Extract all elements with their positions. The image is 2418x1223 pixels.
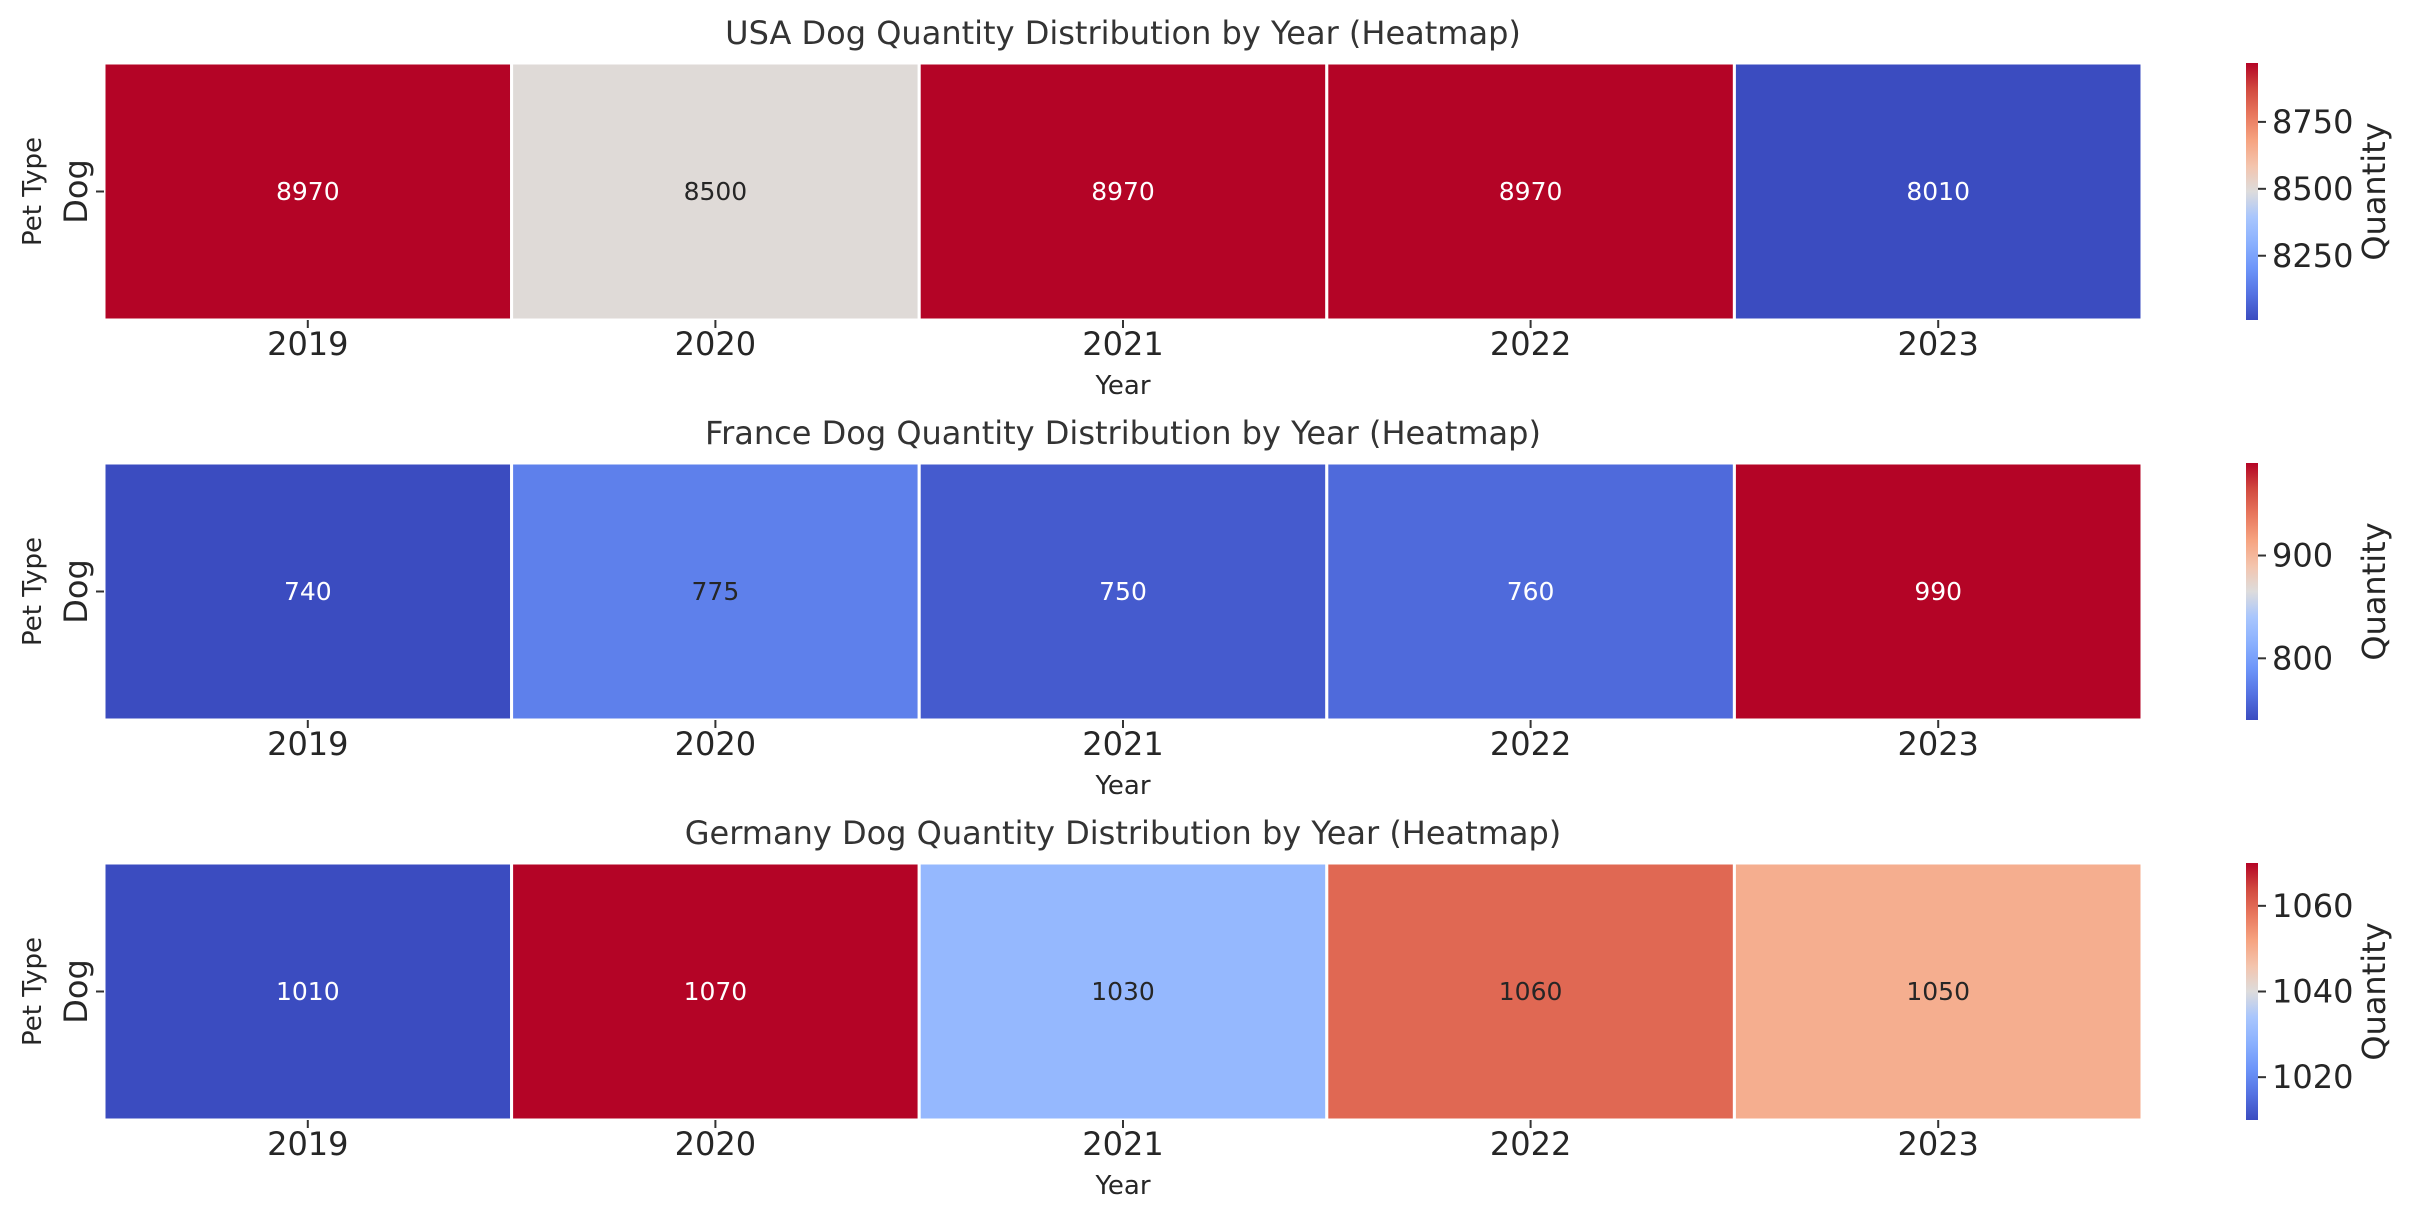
x-tick-label: 2022 [1490,325,1571,363]
x-axis-label: Year [1094,371,1150,401]
colorbar [2246,463,2258,720]
cell-value-label: 750 [1099,577,1147,606]
colorbar-tick-label: 8250 [2272,237,2353,275]
heatmap-panel-1: USA Dog Quantity Distribution by Year (H… [18,14,2393,401]
heatmap-cell [1732,461,2144,722]
chart-title: Germany Dog Quantity Distribution by Yea… [685,814,1562,852]
colorbar-label: Quantity [2355,122,2393,260]
colorbar-tick-label: 900 [2272,537,2333,575]
x-tick-label: 2021 [1082,725,1163,763]
colorbar-label: Quantity [2355,922,2393,1060]
heatmap-cell [510,461,921,722]
cell-value-label: 740 [284,577,332,606]
colorbar-tick-label: 8500 [2272,170,2353,208]
cell-value-label: 1070 [684,977,748,1006]
cell-value-label: 775 [692,577,740,606]
y-tick-label: Dog [57,159,95,224]
x-tick-label: 2021 [1082,325,1163,363]
y-axis-label: Pet Type [18,537,48,646]
heatmap-cell [1325,461,1736,722]
heatmap-cell [917,61,1329,322]
x-tick-label: 2023 [1897,1125,1978,1163]
x-tick-label: 2019 [267,1125,348,1163]
cell-value-label: 8010 [1906,177,1970,206]
heatmap-cell [1732,61,2144,322]
colorbar-tick-label: 800 [2272,639,2333,677]
heatmap-cell [1732,861,2144,1122]
colorbar-tick-label: 1020 [2272,1058,2353,1096]
heatmap-cell [102,461,514,722]
x-tick-label: 2020 [675,325,756,363]
x-tick-label: 2020 [675,1125,756,1163]
x-tick-label: 2019 [267,325,348,363]
x-tick-label: 2020 [675,725,756,763]
x-axis-label: Year [1094,1171,1150,1201]
y-axis-label: Pet Type [18,137,48,246]
x-tick-label: 2022 [1490,1125,1571,1163]
x-tick-label: 2019 [267,725,348,763]
heatmap-cell [1325,61,1736,322]
heatmap-cell [102,61,514,322]
x-tick-label: 2023 [1897,325,1978,363]
y-axis-label: Pet Type [18,937,48,1046]
cell-value-label: 8500 [684,177,748,206]
colorbar-tick-label: 1040 [2272,973,2353,1011]
cell-value-label: 8970 [1499,177,1563,206]
colorbar-tick-label: 8750 [2272,103,2353,141]
y-tick-label: Dog [57,559,95,624]
chart-title: France Dog Quantity Distribution by Year… [705,414,1541,452]
cell-value-label: 760 [1507,577,1555,606]
heatmap-panel-2: France Dog Quantity Distribution by Year… [18,414,2393,801]
cell-value-label: 1050 [1906,977,1970,1006]
x-tick-label: 2022 [1490,725,1571,763]
colorbar [2246,63,2258,320]
cell-value-label: 1030 [1091,977,1155,1006]
y-tick-label: Dog [57,959,95,1024]
cell-value-label: 8970 [276,177,340,206]
heatmap-cell [102,861,514,1122]
cell-value-label: 1010 [276,977,340,1006]
cell-value-label: 8970 [1091,177,1155,206]
x-tick-label: 2021 [1082,1125,1163,1163]
heatmap-cell [1325,861,1736,1122]
heatmap-cell [510,861,921,1122]
heatmap-cell [510,61,921,322]
cell-value-label: 990 [1914,577,1962,606]
colorbar [2246,863,2258,1120]
cell-value-label: 1060 [1499,977,1563,1006]
x-tick-label: 2023 [1897,725,1978,763]
x-axis-label: Year [1094,771,1150,801]
colorbar-label: Quantity [2355,522,2393,660]
chart-title: USA Dog Quantity Distribution by Year (H… [725,14,1521,52]
heatmap-panel-3: Germany Dog Quantity Distribution by Yea… [18,814,2393,1201]
colorbar-tick-label: 1060 [2272,887,2353,925]
